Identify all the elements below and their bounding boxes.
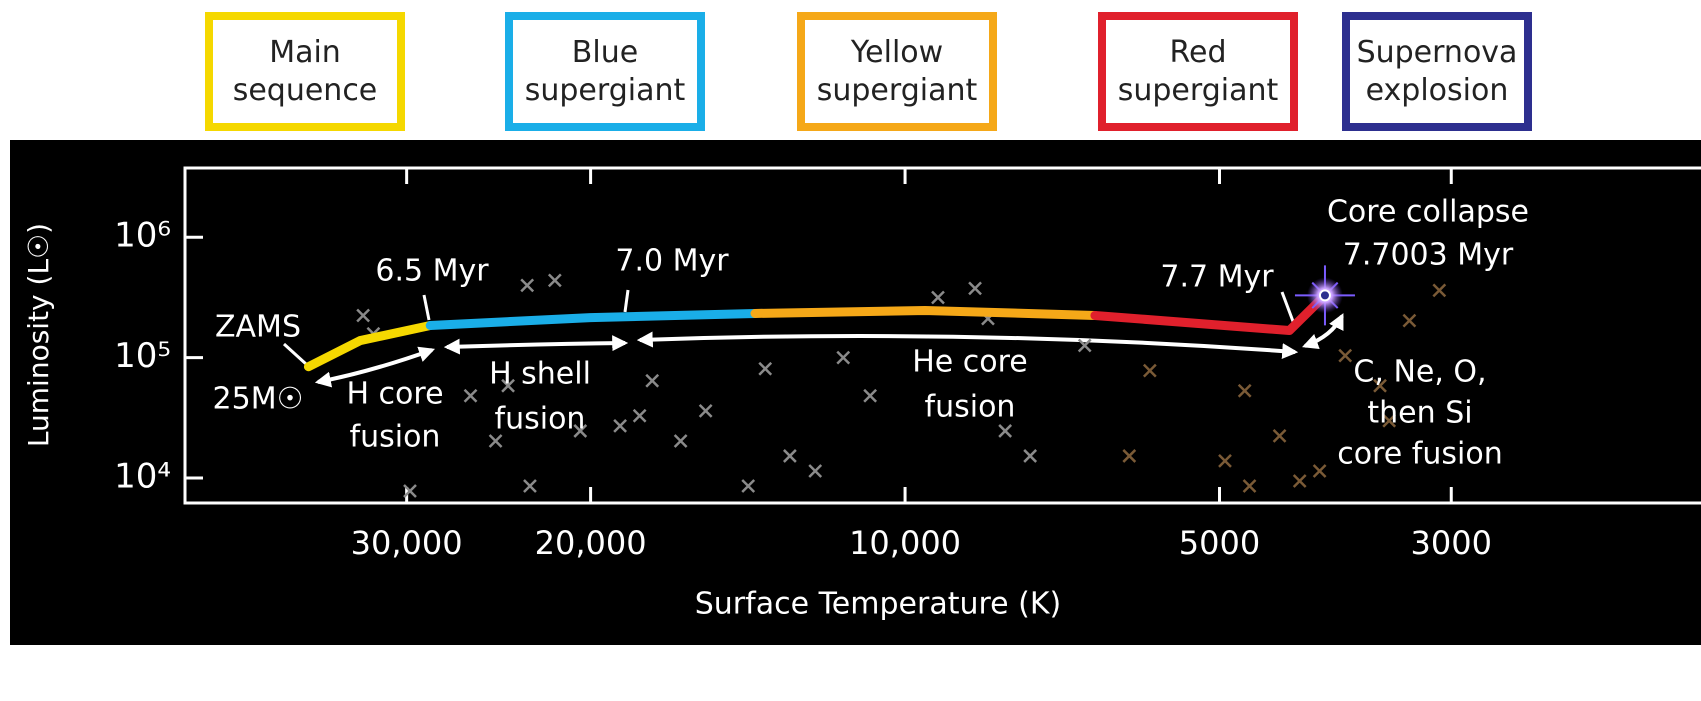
x-axis-title: Surface Temperature (K)	[695, 587, 1061, 622]
annotation: 6.5 Myr	[375, 254, 489, 289]
annotation: fusion	[495, 402, 586, 437]
annotation: ZAMS	[215, 310, 301, 345]
y-tick-label: 10⁶	[114, 216, 171, 256]
annotation: 7.7 Myr	[1160, 260, 1274, 295]
annotation: then Si	[1367, 396, 1472, 431]
annotation: He core	[912, 345, 1028, 380]
annotation: fusion	[925, 390, 1016, 425]
x-tick-label: 5000	[1179, 524, 1260, 562]
x-tick-label: 20,000	[535, 524, 647, 562]
annotation: 25M☉	[213, 382, 304, 417]
y-axis-title: Luminosity (L☉)	[22, 223, 55, 447]
page: Main sequenceBlue supergiantYellow super…	[0, 0, 1701, 701]
annotation: core fusion	[1337, 437, 1502, 472]
annotation: Core collapse	[1327, 195, 1529, 230]
annotation: fusion	[350, 420, 441, 455]
annotation: H shell	[489, 357, 591, 392]
x-tick-label: 10,000	[849, 524, 961, 562]
x-tick-label: 3000	[1411, 524, 1492, 562]
annotation: H core	[346, 377, 443, 412]
track-segment	[755, 310, 1095, 315]
supernova	[1320, 290, 1330, 300]
annotation: C, Ne, O,	[1353, 355, 1486, 390]
chart: Luminosity (L☉) Surface Temperature (K) …	[0, 0, 1701, 701]
y-tick-label: 10⁵	[114, 336, 171, 376]
x-tick-label: 30,000	[351, 524, 463, 562]
annotation: 7.0 Myr	[615, 244, 729, 279]
y-tick-label: 10⁴	[114, 457, 171, 497]
annotation: 7.7003 Myr	[1343, 238, 1514, 273]
